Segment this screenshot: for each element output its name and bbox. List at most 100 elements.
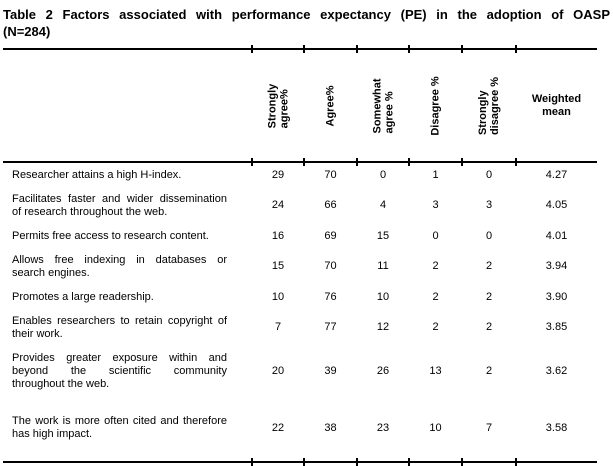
value-strongly-agree: 10 xyxy=(271,290,285,303)
header-weighted-mean: Weighted mean xyxy=(516,50,597,161)
value-strongly-agree: 22 xyxy=(271,421,285,434)
value-strongly-disagree: 0 xyxy=(485,168,493,181)
header-disagree: Disagree % xyxy=(409,50,462,161)
factor-cell: Provides greater exposure within and beyo… xyxy=(12,351,227,390)
value-somewhat-agree: 12 xyxy=(376,321,390,333)
column-tick xyxy=(515,45,517,53)
value-agree: 66 xyxy=(324,199,337,211)
value-strongly-disagree: 3 xyxy=(485,199,493,211)
column-tick xyxy=(515,158,517,166)
value-disagree: 10 xyxy=(429,421,442,434)
column-tick xyxy=(356,45,358,53)
header-somewhat-agree-label: Somewhat agree % xyxy=(371,77,396,134)
table-caption-line1: Table 2 Factors associated with performa… xyxy=(3,7,610,22)
value-strongly-disagree: 2 xyxy=(485,364,493,377)
table-rule-top xyxy=(3,45,597,53)
column-tick xyxy=(408,458,410,466)
factor-cell: Enables researchers to retain copyright … xyxy=(12,314,227,340)
column-tick xyxy=(251,158,253,166)
table-row: The work is more often cited and therefo… xyxy=(3,410,597,462)
value-disagree: 1 xyxy=(432,168,439,181)
value-disagree: 2 xyxy=(432,290,439,303)
table-row: Allows free indexing in databases or sear… xyxy=(3,248,597,285)
table-row: Researcher attains a high H-index. 29 70… xyxy=(3,163,597,187)
value-agree: 76 xyxy=(324,290,337,303)
table-rule-bottom xyxy=(3,458,597,466)
column-tick xyxy=(303,45,305,53)
value-agree: 69 xyxy=(324,229,337,242)
column-tick xyxy=(251,45,253,53)
value-weighted-mean: 4.05 xyxy=(545,199,568,211)
factor-cell: Permits free access to research content. xyxy=(12,229,209,242)
factor-cell: Facilitates faster and wider disseminati… xyxy=(12,192,227,218)
value-strongly-disagree: 2 xyxy=(485,290,493,303)
header-strongly-agree: Strongly agree% xyxy=(252,50,304,161)
column-tick xyxy=(408,158,410,166)
factor-cell: Promotes a large readership. xyxy=(12,290,154,303)
header-weighted-mean-label: Weighted mean xyxy=(531,92,582,118)
value-somewhat-agree: 15 xyxy=(376,229,390,242)
factor-cell: Allows free indexing in databases or sear… xyxy=(12,253,227,279)
data-table: Strongly agree% Agree% Somewhat agree % … xyxy=(3,45,597,466)
table-header-row: Strongly agree% Agree% Somewhat agree % … xyxy=(3,50,597,161)
header-somewhat-agree: Somewhat agree % xyxy=(357,50,409,161)
value-agree: 70 xyxy=(324,168,337,181)
value-strongly-disagree: 2 xyxy=(485,321,493,333)
value-weighted-mean: 4.27 xyxy=(545,168,568,181)
value-disagree: 3 xyxy=(432,199,439,211)
value-weighted-mean: 4.01 xyxy=(545,229,568,242)
value-strongly-agree: 7 xyxy=(274,321,282,333)
column-tick xyxy=(461,458,463,466)
header-strongly-disagree-label: Strongly disagree % xyxy=(477,76,501,135)
column-tick xyxy=(461,45,463,53)
value-somewhat-agree: 4 xyxy=(379,199,387,211)
header-agree: Agree% xyxy=(304,50,357,161)
value-somewhat-agree: 23 xyxy=(376,421,390,434)
value-weighted-mean: 3.58 xyxy=(545,421,568,434)
value-disagree: 13 xyxy=(429,364,442,377)
value-weighted-mean: 3.90 xyxy=(545,290,568,303)
value-strongly-agree: 20 xyxy=(271,364,285,377)
column-tick xyxy=(251,458,253,466)
header-disagree-label: Disagree % xyxy=(429,75,442,136)
value-disagree: 2 xyxy=(432,321,439,333)
value-strongly-disagree: 7 xyxy=(485,421,493,434)
value-strongly-agree: 16 xyxy=(271,229,285,242)
value-disagree: 2 xyxy=(432,260,439,272)
factor-cell: The work is more often cited and therefo… xyxy=(12,415,227,440)
table-row: Facilitates faster and wider disseminati… xyxy=(3,187,597,224)
column-tick xyxy=(303,458,305,466)
value-agree: 39 xyxy=(324,364,337,377)
column-tick xyxy=(303,158,305,166)
value-strongly-disagree: 0 xyxy=(485,229,493,242)
column-tick xyxy=(408,45,410,53)
value-strongly-agree: 24 xyxy=(271,199,285,211)
value-disagree: 0 xyxy=(432,229,439,242)
value-agree: 77 xyxy=(324,321,337,333)
value-somewhat-agree: 10 xyxy=(376,290,390,303)
table-caption-line2: (N=284) xyxy=(3,24,51,39)
column-tick xyxy=(356,158,358,166)
header-strongly-disagree: Strongly disagree % xyxy=(462,50,516,161)
header-factor-spacer xyxy=(3,50,252,161)
header-strongly-agree-label: Strongly agree% xyxy=(266,83,290,128)
table-body: Researcher attains a high H-index. 29 70… xyxy=(3,163,597,461)
value-strongly-agree: 29 xyxy=(271,168,285,181)
value-strongly-disagree: 2 xyxy=(485,260,493,272)
value-agree: 70 xyxy=(324,260,337,272)
factor-cell: Researcher attains a high H-index. xyxy=(12,168,182,181)
value-weighted-mean: 3.62 xyxy=(545,364,568,377)
column-tick xyxy=(515,458,517,466)
table-row: Permits free access to research content.… xyxy=(3,224,597,248)
value-somewhat-agree: 0 xyxy=(379,168,387,181)
table-row: Provides greater exposure within and beyo… xyxy=(3,346,597,410)
table-row: Enables researchers to retain copyright … xyxy=(3,309,597,346)
table-rule-header-separator xyxy=(3,158,597,166)
column-tick xyxy=(461,158,463,166)
value-agree: 38 xyxy=(324,421,337,434)
header-agree-label: Agree% xyxy=(324,85,337,126)
value-weighted-mean: 3.85 xyxy=(545,321,568,333)
table-row: Promotes a large readership. 10 76 10 2 … xyxy=(3,285,597,309)
value-strongly-agree: 15 xyxy=(271,260,285,272)
